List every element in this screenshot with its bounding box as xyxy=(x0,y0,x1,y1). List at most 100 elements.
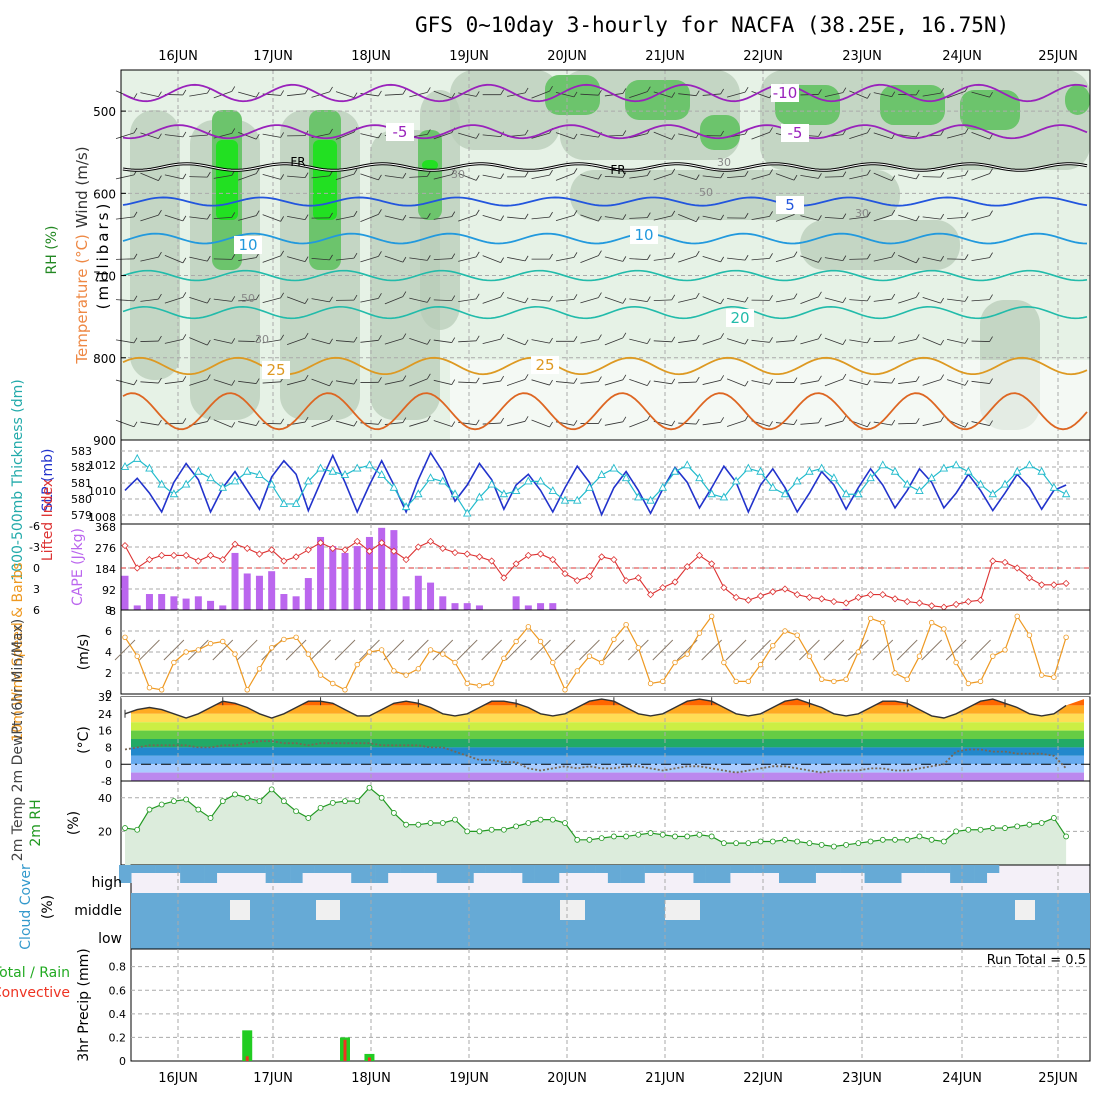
precip-tick-label: 0.4 xyxy=(109,1008,127,1021)
wind-speed-point xyxy=(147,685,152,690)
pressure-tick-label: 900 xyxy=(93,434,116,448)
wind-speed-point xyxy=(783,629,788,634)
wind-speed-point xyxy=(306,652,311,657)
rh-point xyxy=(440,821,445,826)
wind-speed-point xyxy=(392,669,397,674)
cape-bar xyxy=(219,605,226,610)
wind-barb xyxy=(947,259,965,260)
temp-tick-label: 8 xyxy=(105,741,112,754)
wind-speed-point xyxy=(758,662,763,667)
cloud-high-block xyxy=(583,865,596,873)
rh-high-region xyxy=(700,115,740,150)
wind-speed-point xyxy=(575,669,580,674)
rh-max-region xyxy=(216,140,238,220)
ylabel-cloud-units: (%) xyxy=(40,895,56,919)
cloud-high-block xyxy=(987,865,1000,873)
bottom-date-label: 20JUN xyxy=(547,1071,587,1086)
rh-contour-label: 30 xyxy=(717,156,731,169)
wind-speed-point xyxy=(1027,633,1032,638)
li-tick-label: 3 xyxy=(33,583,40,596)
cloud-high-block xyxy=(156,865,169,873)
wind-tick-label: 4 xyxy=(105,646,112,659)
cloud-high-block xyxy=(975,865,988,883)
rh-point xyxy=(954,829,959,834)
wind-speed-point xyxy=(343,688,348,693)
rh-contour-label: 50 xyxy=(699,186,713,199)
wind-speed-point xyxy=(196,648,201,653)
temp-tick-label: 0 xyxy=(105,758,112,771)
isotherm-label: -5 xyxy=(393,123,408,141)
svg-text:Temperature (°C)Wind (m/s): Temperature (°C)Wind (m/s) xyxy=(73,146,91,364)
temp-tick-label: 24 xyxy=(98,708,112,721)
ylabel-2m-temp: 2m Temp 2m DewPt (6hr Min/Max) xyxy=(10,619,26,861)
cloud-high-block xyxy=(938,865,951,873)
rh-point xyxy=(367,785,372,790)
ylabel-precip-total: Total / Rain xyxy=(0,965,70,981)
li-tick-label: -3 xyxy=(29,541,40,554)
rh-tick-label: 20 xyxy=(98,825,112,838)
wind-speed-point xyxy=(184,650,189,655)
cape-bar xyxy=(134,605,141,610)
temp-tick-label: 32 xyxy=(98,691,112,704)
wind-tick-label: 2 xyxy=(105,667,112,680)
wind-speed-point xyxy=(477,683,482,688)
cloud-high-block xyxy=(718,865,731,883)
rh-point xyxy=(599,836,604,841)
cloud-gap xyxy=(1015,900,1035,920)
rh-point xyxy=(269,787,274,792)
rh-region xyxy=(130,110,180,380)
wind-speed-point xyxy=(587,654,592,659)
wind-speed-point xyxy=(966,681,971,686)
wind-barb xyxy=(825,177,843,178)
wind-speed-point xyxy=(502,656,507,661)
rh-point xyxy=(184,797,189,802)
temp-tick-label: 16 xyxy=(98,725,112,738)
temp-band xyxy=(131,722,1084,730)
top-date-label: 19JUN xyxy=(449,49,489,64)
cape-bar xyxy=(317,537,324,610)
li-tick-label: -6 xyxy=(29,520,40,533)
rh-point xyxy=(538,817,543,822)
wind-speed-point xyxy=(880,620,885,625)
cloud-high-block xyxy=(229,865,242,873)
rh-point xyxy=(550,817,555,822)
rh-point xyxy=(660,832,665,837)
cape-bar xyxy=(452,603,459,610)
pressure-tick-label: 800 xyxy=(93,352,116,366)
precip-panel: 0.80.60.40.20 Run Total = 0.5 xyxy=(109,949,1091,1068)
rh-point xyxy=(941,839,946,844)
cape-bar xyxy=(439,596,446,610)
wind-speed-point xyxy=(954,660,959,665)
rh-point xyxy=(795,839,800,844)
wind-speed-point xyxy=(990,654,995,659)
rh-point xyxy=(294,809,299,814)
rh-point xyxy=(721,841,726,846)
precip-tick-label: 0 xyxy=(119,1055,126,1068)
thickness-tick-label: 583 xyxy=(71,445,92,458)
wind-speed-point xyxy=(905,677,910,682)
cloud-high-block xyxy=(755,865,768,873)
cloud-high-block xyxy=(290,865,303,883)
top-date-label: 24JUN xyxy=(942,49,982,64)
rh-point xyxy=(123,826,128,831)
rh-point xyxy=(685,834,690,839)
cape-bar xyxy=(170,596,177,610)
bottom-date-label: 23JUN xyxy=(842,1071,882,1086)
ylabel-cape: CAPE (J/kg) xyxy=(70,528,86,606)
cape-bar xyxy=(549,603,556,610)
cloud-high-block xyxy=(388,865,401,873)
bottom-date-label: 17JUN xyxy=(253,1071,293,1086)
rh-point xyxy=(489,827,494,832)
wind-speed-point xyxy=(563,688,568,693)
pressure-tick-label: 600 xyxy=(93,187,116,201)
cloud-gap xyxy=(665,900,700,920)
wind-speed-point xyxy=(257,667,262,672)
cloud-high-block xyxy=(205,865,218,883)
cloud-high-block xyxy=(571,865,584,873)
top-date-label: 20JUN xyxy=(547,49,587,64)
cloud-high-block xyxy=(669,865,682,873)
rh-point xyxy=(343,799,348,804)
